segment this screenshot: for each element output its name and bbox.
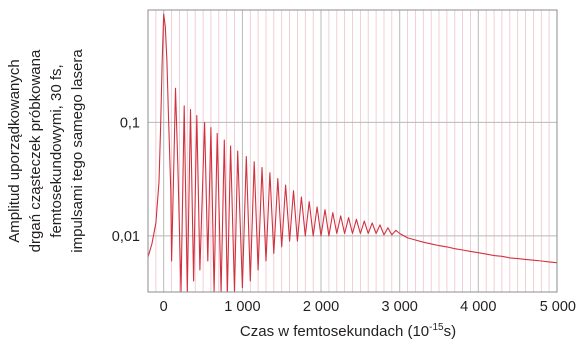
- x-tick-labels: 0 1 000 2 000 3 000 4 000 5 000: [160, 299, 576, 315]
- x-axis-title-unit: s): [444, 323, 457, 340]
- x-tick-label: 0: [160, 299, 168, 315]
- x-tick-label: 3 000: [382, 299, 418, 315]
- x-tick-label: 2 000: [303, 299, 339, 315]
- series-line: [147, 13, 558, 293]
- x-tick-label: 1 000: [224, 299, 260, 315]
- y-tick-label: 0,01: [112, 229, 140, 245]
- plot-frame: [147, 9, 558, 293]
- x-axis-title-exponent: -15: [429, 322, 444, 333]
- x-tick-label: 4 000: [460, 299, 496, 315]
- x-axis-title-main: Czas w femtosekundach (10: [240, 323, 429, 340]
- y-axis-title: Amplitud uporządkowanych drgań cząsteczek…: [6, 49, 86, 253]
- y-axis-title-line: femtosekundowymi, 30 fs,: [48, 64, 65, 237]
- y-axis-title-line: drgań cząsteczek próbkowana: [27, 49, 44, 252]
- x-axis-title: Czas w femtosekundach (10-15s): [240, 322, 456, 340]
- y-axis-title-line: impulsami tego samego lasera: [69, 49, 86, 253]
- y-axis-title-line: Amplitud uporządkowanych: [6, 59, 23, 242]
- x-tick-label: 5 000: [540, 299, 576, 315]
- y-tick-label: 0,1: [120, 115, 140, 131]
- y-tick-labels: 0,1 0,01: [112, 115, 140, 245]
- grid: [148, 10, 557, 292]
